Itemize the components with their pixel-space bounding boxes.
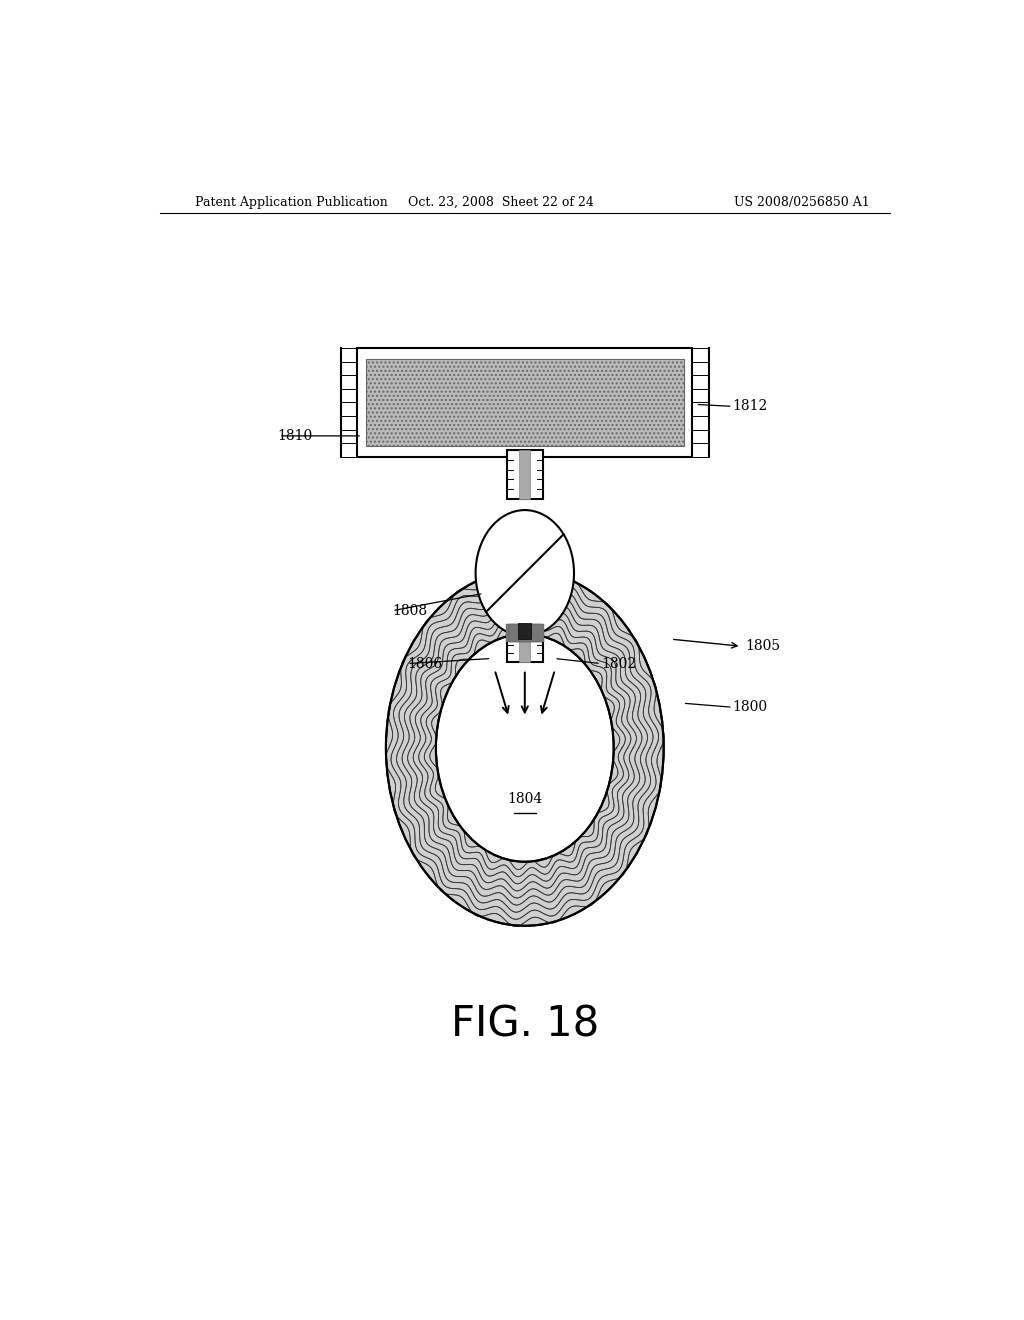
Text: 1800: 1800 [733,700,768,714]
Text: US 2008/0256850 A1: US 2008/0256850 A1 [734,195,870,209]
Circle shape [386,570,664,925]
Text: FIG. 18: FIG. 18 [451,1003,599,1045]
Text: 1806: 1806 [408,656,442,671]
Bar [507,636,543,661]
Bar [507,450,543,499]
Bar [506,624,541,643]
Text: 1805: 1805 [745,639,780,653]
Text: 1808: 1808 [392,603,427,618]
Bar [519,636,530,661]
Bar [367,359,684,446]
Text: 1812: 1812 [733,400,768,413]
Text: Patent Application Publication: Patent Application Publication [196,195,388,209]
Bar [357,348,692,457]
Circle shape [386,570,664,925]
Bar [519,450,530,499]
Bar [509,624,544,643]
Bar [518,623,531,639]
Text: 1802: 1802 [601,656,636,671]
Text: 1804: 1804 [507,792,543,805]
Text: Oct. 23, 2008  Sheet 22 of 24: Oct. 23, 2008 Sheet 22 of 24 [408,195,594,209]
Circle shape [436,634,613,862]
Text: 1810: 1810 [278,429,312,444]
Circle shape [475,510,574,636]
